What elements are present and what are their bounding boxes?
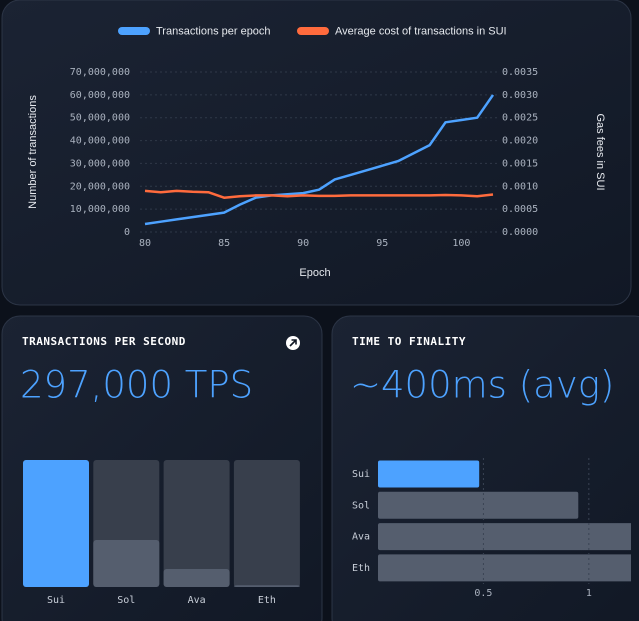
legend-swatch [118, 27, 150, 35]
y-tick-label: Ava [352, 532, 370, 543]
x-tick-label: 90 [297, 238, 309, 249]
card-value: 297,000 TPS [20, 364, 253, 407]
card-value: ~400ms (avg) [350, 364, 614, 407]
y-tick-label: Sui [352, 469, 370, 480]
x-tick-label: Ava [188, 595, 206, 606]
y2-tick-label: 0.0030 [502, 90, 538, 101]
legend-swatch [297, 27, 329, 35]
y-tick-label: Sol [352, 500, 370, 511]
y2-tick-label: 0.0020 [502, 136, 538, 147]
bar [23, 460, 89, 587]
bar-track [233, 460, 300, 587]
bar-track [163, 460, 230, 587]
legend-label: Average cost of transactions in SUI [335, 25, 507, 37]
bar [233, 585, 300, 587]
bar [93, 539, 160, 587]
card-title: TIME TO FINALITY [352, 335, 466, 348]
x-tick-label: Sui [47, 595, 65, 606]
y2-tick-label: 0.0010 [502, 181, 538, 192]
legend-label: Transactions per epoch [156, 25, 271, 37]
y-tick-label: 20,000,000 [70, 181, 130, 192]
y-tick-label: 40,000,000 [70, 136, 130, 147]
y2-tick-label: 0.0000 [502, 227, 538, 238]
link-icon[interactable] [286, 336, 300, 350]
series-line [144, 189, 494, 199]
y-axis-label: Number of transactions [27, 95, 39, 209]
bar [163, 569, 230, 587]
x-tick-label: Eth [258, 595, 276, 606]
x-tick-label: 95 [376, 238, 388, 249]
bar [378, 523, 631, 551]
y2-axis-label: Gas fees in SUI [594, 113, 606, 190]
x-tick-label: 80 [139, 238, 151, 249]
card-title: TRANSACTIONS PER SECOND [22, 335, 186, 348]
y-tick-label: Eth [352, 563, 370, 574]
y-tick-label: 70,000,000 [70, 67, 130, 78]
bar [378, 491, 579, 519]
y-tick-label: 10,000,000 [70, 204, 130, 215]
x-axis-label: Epoch [299, 267, 330, 279]
y-tick-label: 0 [124, 227, 130, 238]
x-tick-label: 85 [218, 238, 230, 249]
bar [378, 554, 631, 582]
card-chart [1, 0, 632, 306]
y2-tick-label: 0.0035 [502, 67, 538, 78]
x-tick-label: Sol [117, 595, 135, 606]
y2-tick-label: 0.0025 [502, 113, 538, 124]
y-tick-label: 30,000,000 [70, 158, 130, 169]
y-tick-label: 50,000,000 [70, 113, 130, 124]
series-line [144, 94, 495, 226]
x-tick-label: 100 [452, 238, 470, 249]
x-tick-label: 1 [586, 588, 592, 599]
y2-tick-label: 0.0005 [502, 204, 538, 215]
y-tick-label: 60,000,000 [70, 90, 130, 101]
x-tick-label: 0.5 [474, 588, 492, 599]
y2-tick-label: 0.0015 [502, 158, 538, 169]
bar [378, 460, 480, 488]
